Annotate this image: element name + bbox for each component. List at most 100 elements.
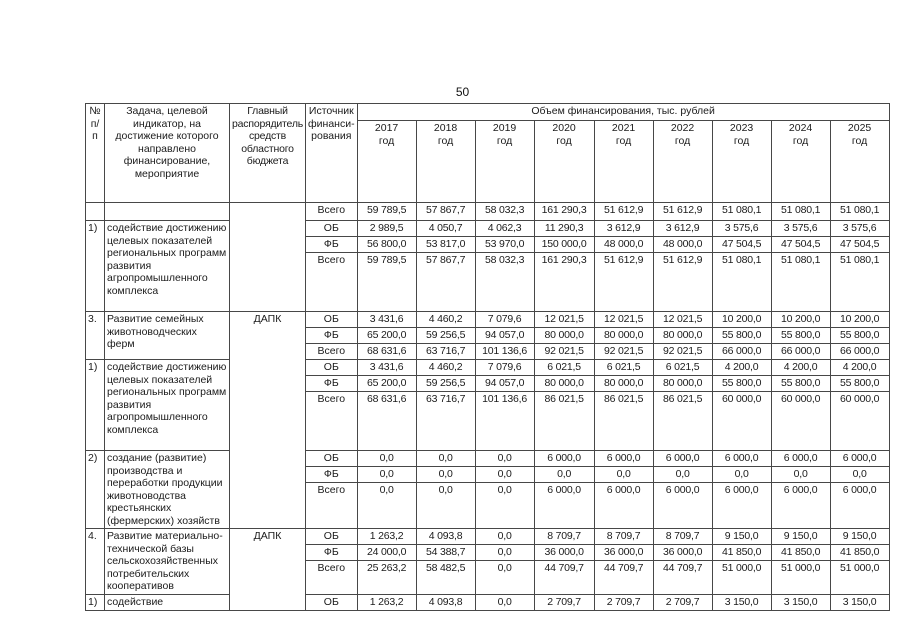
funding-source-cell: ФБ bbox=[305, 236, 358, 253]
funding-value-cell: 51 612,9 bbox=[652, 202, 713, 221]
funding-value-cell: 0,0 bbox=[356, 482, 417, 529]
column-header-year-2025: 2025 год bbox=[829, 120, 890, 203]
column-header-source: Источник финанси- рования bbox=[305, 103, 358, 203]
funding-value-cell: 56 800,0 bbox=[356, 236, 417, 253]
column-header-year-2018: 2018 год bbox=[415, 120, 476, 203]
funding-value-cell: 4 200,0 bbox=[770, 359, 831, 376]
task-cell: создание (развитие) производства и перер… bbox=[104, 450, 230, 529]
financing-table: № п/п Задача, целевой индикатор, на дост… bbox=[85, 103, 890, 611]
funding-value-cell: 47 504,5 bbox=[770, 236, 831, 253]
funding-value-cell: 55 800,0 bbox=[829, 327, 890, 344]
funding-value-cell: 60 000,0 bbox=[770, 391, 831, 451]
funding-value-cell: 12 021,5 bbox=[652, 311, 713, 328]
funding-value-cell: 3 575,6 bbox=[829, 220, 890, 237]
funding-value-cell: 51 080,1 bbox=[829, 202, 890, 221]
funding-value-cell: 55 800,0 bbox=[829, 375, 890, 392]
funding-value-cell: 80 000,0 bbox=[593, 327, 654, 344]
funding-value-cell: 41 850,0 bbox=[770, 544, 831, 562]
funding-value-cell: 101 136,6 bbox=[474, 343, 535, 360]
column-header-volume: Объем финансирования, тыс. рублей bbox=[356, 103, 890, 121]
column-header-year-2021: 2021 год bbox=[593, 120, 654, 203]
funding-value-cell: 6 000,0 bbox=[593, 482, 654, 529]
funding-value-cell: 55 800,0 bbox=[770, 327, 831, 344]
funding-source-cell: Всего bbox=[305, 202, 358, 221]
funding-value-cell: 161 290,3 bbox=[533, 252, 595, 312]
funding-value-cell: 65 200,0 bbox=[356, 327, 417, 344]
funding-value-cell: 66 000,0 bbox=[770, 343, 831, 360]
funding-value-cell: 0,0 bbox=[474, 482, 535, 529]
funding-value-cell: 4 200,0 bbox=[711, 359, 772, 376]
funding-value-cell: 63 716,7 bbox=[415, 391, 476, 451]
funding-source-cell: ОБ bbox=[305, 359, 358, 376]
funding-value-cell: 55 800,0 bbox=[711, 327, 772, 344]
grbs-cell bbox=[228, 202, 307, 312]
funding-value-cell: 48 000,0 bbox=[652, 236, 713, 253]
grbs-cell: ДАПК bbox=[228, 311, 307, 529]
row-number-cell: 3. bbox=[85, 311, 105, 360]
table-row: Всего 0,0 0,0 0,0 6 000,0 6 000,0 6 000,0 6 000… bbox=[86, 482, 890, 529]
funding-value-cell: 0,0 bbox=[474, 466, 535, 483]
funding-source-cell: ОБ bbox=[305, 311, 358, 328]
row-number-cell: 1) bbox=[85, 220, 105, 312]
column-header-grbs: Главный распорядитель средств областного… bbox=[228, 103, 307, 203]
funding-value-cell: 51 612,9 bbox=[593, 252, 654, 312]
funding-value-cell: 36 000,0 bbox=[593, 544, 654, 562]
funding-value-cell: 51 000,0 bbox=[711, 560, 772, 595]
funding-value-cell: 7 079,6 bbox=[474, 359, 535, 376]
funding-value-cell: 9 150,0 bbox=[829, 527, 890, 546]
funding-value-cell: 44 709,7 bbox=[593, 560, 654, 595]
funding-value-cell: 11 290,3 bbox=[533, 220, 595, 237]
column-header-year-2017: 2017 год bbox=[356, 120, 417, 203]
funding-value-cell: 101 136,6 bbox=[474, 391, 535, 451]
row-number-cell: 1) bbox=[85, 359, 105, 451]
funding-source-cell: ФБ bbox=[305, 466, 358, 483]
funding-value-cell: 57 867,7 bbox=[415, 252, 476, 312]
funding-value-cell: 51 612,9 bbox=[652, 252, 713, 312]
table-row: Всего 68 631,6 63 716,7 101 136,6 86 021,5 86… bbox=[86, 391, 890, 451]
funding-value-cell: 59 256,5 bbox=[415, 375, 476, 392]
funding-value-cell: 53 970,0 bbox=[474, 236, 535, 253]
column-header-year-2024: 2024 год bbox=[770, 120, 831, 203]
funding-value-cell: 0,0 bbox=[415, 450, 476, 467]
table-row: 1) содействие достижению целевых показате… bbox=[85, 220, 890, 312]
funding-value-cell: 6 000,0 bbox=[533, 482, 595, 529]
funding-value-cell: 92 021,5 bbox=[593, 343, 654, 360]
funding-value-cell: 12 021,5 bbox=[533, 311, 595, 328]
column-header-year-2020: 2020 год bbox=[533, 120, 595, 203]
table-row: Всего 59 789,5 57 867,7 58 032,3 161 290,3 51… bbox=[85, 202, 890, 312]
funding-value-cell: 80 000,0 bbox=[533, 375, 595, 392]
funding-value-cell: 3 150,0 bbox=[711, 593, 772, 611]
funding-value-cell: 80 000,0 bbox=[652, 375, 713, 392]
funding-value-cell: 41 850,0 bbox=[711, 544, 772, 562]
funding-value-cell: 59 789,5 bbox=[356, 202, 417, 221]
funding-source-cell: ФБ bbox=[305, 327, 358, 344]
funding-value-cell: 51 080,1 bbox=[829, 252, 890, 312]
funding-value-cell: 3 575,6 bbox=[711, 220, 772, 237]
funding-value-cell: 54 388,7 bbox=[415, 544, 476, 562]
funding-value-cell: 3 612,9 bbox=[652, 220, 713, 237]
table-row: ФБ 65 200,0 59 256,5 94 057,0 80 000,0 80 000… bbox=[86, 327, 890, 344]
funding-value-cell: 0,0 bbox=[770, 466, 831, 483]
funding-value-cell: 68 631,6 bbox=[356, 343, 417, 360]
funding-value-cell: 0,0 bbox=[474, 450, 535, 467]
funding-value-cell: 55 800,0 bbox=[770, 375, 831, 392]
funding-source-cell: Всего bbox=[305, 343, 358, 360]
funding-value-cell: 8 709,7 bbox=[652, 527, 713, 546]
funding-source-cell: ОБ bbox=[305, 593, 358, 611]
funding-value-cell: 51 000,0 bbox=[829, 560, 890, 595]
funding-value-cell: 3 431,6 bbox=[356, 359, 417, 376]
funding-value-cell: 41 850,0 bbox=[829, 544, 890, 562]
funding-value-cell: 6 000,0 bbox=[533, 450, 595, 467]
funding-value-cell: 6 021,5 bbox=[652, 359, 713, 376]
funding-value-cell: 1 263,2 bbox=[356, 593, 417, 611]
funding-value-cell: 0,0 bbox=[652, 466, 713, 483]
funding-value-cell: 0,0 bbox=[474, 593, 535, 611]
funding-value-cell: 8 709,7 bbox=[593, 527, 654, 546]
funding-source-cell: Всего bbox=[305, 252, 358, 312]
funding-source-cell: ФБ bbox=[305, 375, 358, 392]
table-row: 1) содействие достижению целевых показате… bbox=[85, 359, 890, 451]
table-row: 2) создание (развитие) производства и пер… bbox=[85, 450, 890, 529]
funding-value-cell: 3 612,9 bbox=[593, 220, 654, 237]
funding-value-cell: 94 057,0 bbox=[474, 375, 535, 392]
funding-value-cell: 92 021,5 bbox=[533, 343, 595, 360]
